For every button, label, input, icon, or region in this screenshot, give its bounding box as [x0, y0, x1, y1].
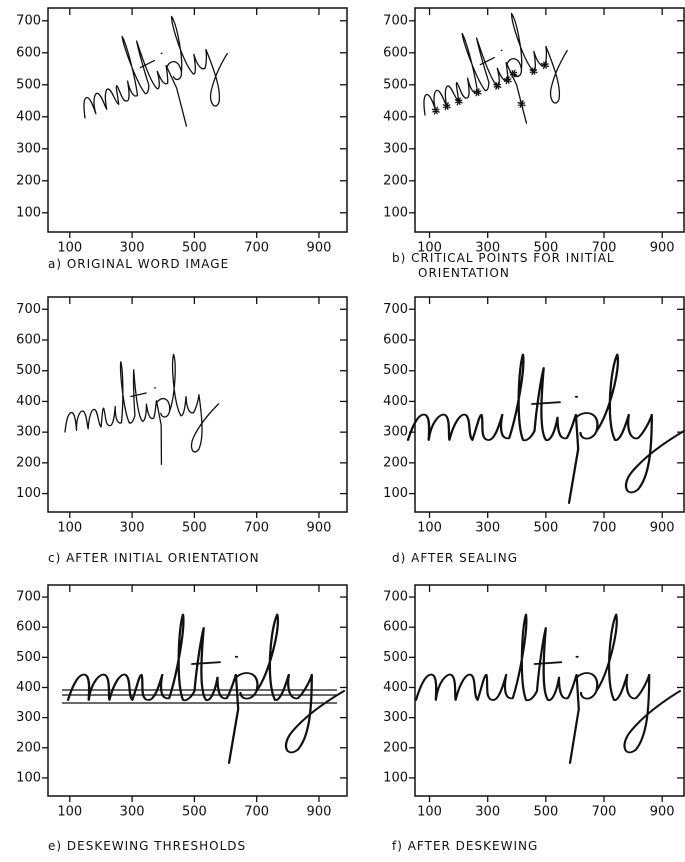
- panel: 100 300 500 700 900 100 200 300 400 500 600 700 d) A…: [383, 297, 684, 565]
- y-tick-label: 500: [383, 650, 408, 665]
- y-tick-label: 200: [16, 740, 41, 755]
- x-tick-label: 300: [475, 521, 500, 536]
- x-tick-label: 700: [592, 521, 617, 536]
- y-tick-label: 500: [16, 363, 41, 378]
- x-tick-label: 700: [244, 521, 269, 536]
- panel-caption: d) AFTER SEALING: [392, 551, 518, 565]
- handwriting: [62, 2, 247, 160]
- y-tick-label: 500: [16, 77, 41, 92]
- panel-caption: a) ORIGINAL WORD IMAGE: [48, 257, 229, 271]
- y-tick-label: 300: [383, 710, 408, 725]
- x-tick-label: 700: [244, 241, 269, 256]
- x-tick-label: 100: [57, 521, 82, 536]
- word-image: [68, 615, 344, 764]
- y-tick-label: 300: [16, 425, 41, 440]
- word-image: [402, 0, 587, 157]
- x-tick-label: 500: [182, 521, 207, 536]
- x-tick-label: 100: [417, 805, 442, 820]
- y-tick-label: 400: [16, 394, 41, 409]
- x-tick-label: 900: [650, 241, 675, 256]
- y-tick-label: 300: [16, 710, 41, 725]
- y-tick-label: 700: [16, 13, 41, 28]
- y-tick-label: 200: [383, 173, 408, 188]
- y-tick-label: 400: [383, 394, 408, 409]
- x-tick-label: 300: [120, 241, 145, 256]
- figure: 100 300 500 700 900 100 200 300 400 500 600 700 a) O…: [0, 0, 685, 862]
- y-tick-label: 600: [383, 45, 408, 60]
- y-tick-label: 300: [383, 141, 408, 156]
- panel-caption: c) AFTER INITIAL ORIENTATION: [48, 551, 260, 565]
- y-tick-label: 500: [383, 363, 408, 378]
- panel-caption: e) DESKEWING THRESHOLDS: [48, 839, 246, 853]
- panel: 100 300 500 700 900 100 200 300 400 500 600 700 a) O…: [16, 2, 347, 271]
- word-image: [416, 615, 680, 764]
- y-tick-label: 600: [16, 333, 41, 348]
- y-tick-label: 100: [16, 486, 41, 501]
- y-tick-label: 200: [383, 740, 408, 755]
- plot-frame: [415, 8, 684, 232]
- panel-caption: b) CRITICAL POINTS FOR INITIAL: [392, 251, 615, 265]
- word-image: [408, 355, 684, 504]
- y-tick-label: 200: [383, 455, 408, 470]
- y-tick-label: 300: [16, 141, 41, 156]
- y-tick-label: 500: [16, 650, 41, 665]
- y-tick-label: 400: [16, 109, 41, 124]
- x-tick-label: 700: [244, 805, 269, 820]
- panel-caption: ORIENTATION: [418, 266, 510, 280]
- handwriting: [56, 349, 225, 477]
- x-tick-label: 900: [307, 521, 332, 536]
- y-tick-label: 600: [16, 45, 41, 60]
- word-image: [62, 2, 247, 160]
- y-tick-label: 200: [16, 455, 41, 470]
- y-tick-label: 100: [383, 486, 408, 501]
- panel: 100 300 500 700 900 100 200 300 400 500 600 700 e) D…: [16, 585, 347, 853]
- y-tick-label: 700: [383, 302, 408, 317]
- x-tick-label: 500: [533, 805, 558, 820]
- x-tick-label: 300: [120, 805, 145, 820]
- y-tick-label: 100: [16, 770, 41, 785]
- y-tick-label: 400: [16, 680, 41, 695]
- y-tick-label: 700: [383, 13, 408, 28]
- x-tick-label: 300: [475, 805, 500, 820]
- y-tick-label: 700: [16, 302, 41, 317]
- panel: 100 300 500 700 900 100 200 300 400 500 600 700 f) A…: [383, 585, 684, 853]
- y-tick-label: 600: [383, 620, 408, 635]
- handwriting: [408, 355, 684, 504]
- y-tick-label: 100: [383, 770, 408, 785]
- x-tick-label: 100: [57, 241, 82, 256]
- x-tick-label: 900: [307, 241, 332, 256]
- y-tick-label: 700: [383, 590, 408, 605]
- x-tick-label: 500: [533, 521, 558, 536]
- x-tick-label: 900: [650, 805, 675, 820]
- x-tick-label: 900: [650, 521, 675, 536]
- x-tick-label: 100: [417, 521, 442, 536]
- x-tick-label: 300: [120, 521, 145, 536]
- word-image: [56, 349, 225, 477]
- x-tick-label: 100: [57, 805, 82, 820]
- y-tick-label: 200: [16, 173, 41, 188]
- x-tick-label: 500: [182, 805, 207, 820]
- critical-point: [517, 100, 525, 108]
- y-tick-label: 100: [383, 205, 408, 220]
- y-tick-label: 400: [383, 680, 408, 695]
- plot-frame: [48, 8, 347, 232]
- handwriting: [416, 615, 680, 764]
- y-tick-label: 700: [16, 590, 41, 605]
- handwriting: [402, 0, 587, 157]
- panel: 100 300 500 700 900 100 200 300 400 500 600 700 c) A…: [16, 297, 347, 565]
- y-tick-label: 400: [383, 109, 408, 124]
- x-tick-label: 900: [307, 805, 332, 820]
- critical-point: [432, 106, 440, 114]
- y-tick-label: 600: [383, 333, 408, 348]
- panel-caption: f) AFTER DESKEWING: [392, 839, 538, 853]
- y-tick-label: 100: [16, 205, 41, 220]
- handwriting: [68, 615, 344, 764]
- x-tick-label: 500: [182, 241, 207, 256]
- y-tick-label: 300: [383, 425, 408, 440]
- y-tick-label: 500: [383, 77, 408, 92]
- x-tick-label: 700: [592, 805, 617, 820]
- y-tick-label: 600: [16, 620, 41, 635]
